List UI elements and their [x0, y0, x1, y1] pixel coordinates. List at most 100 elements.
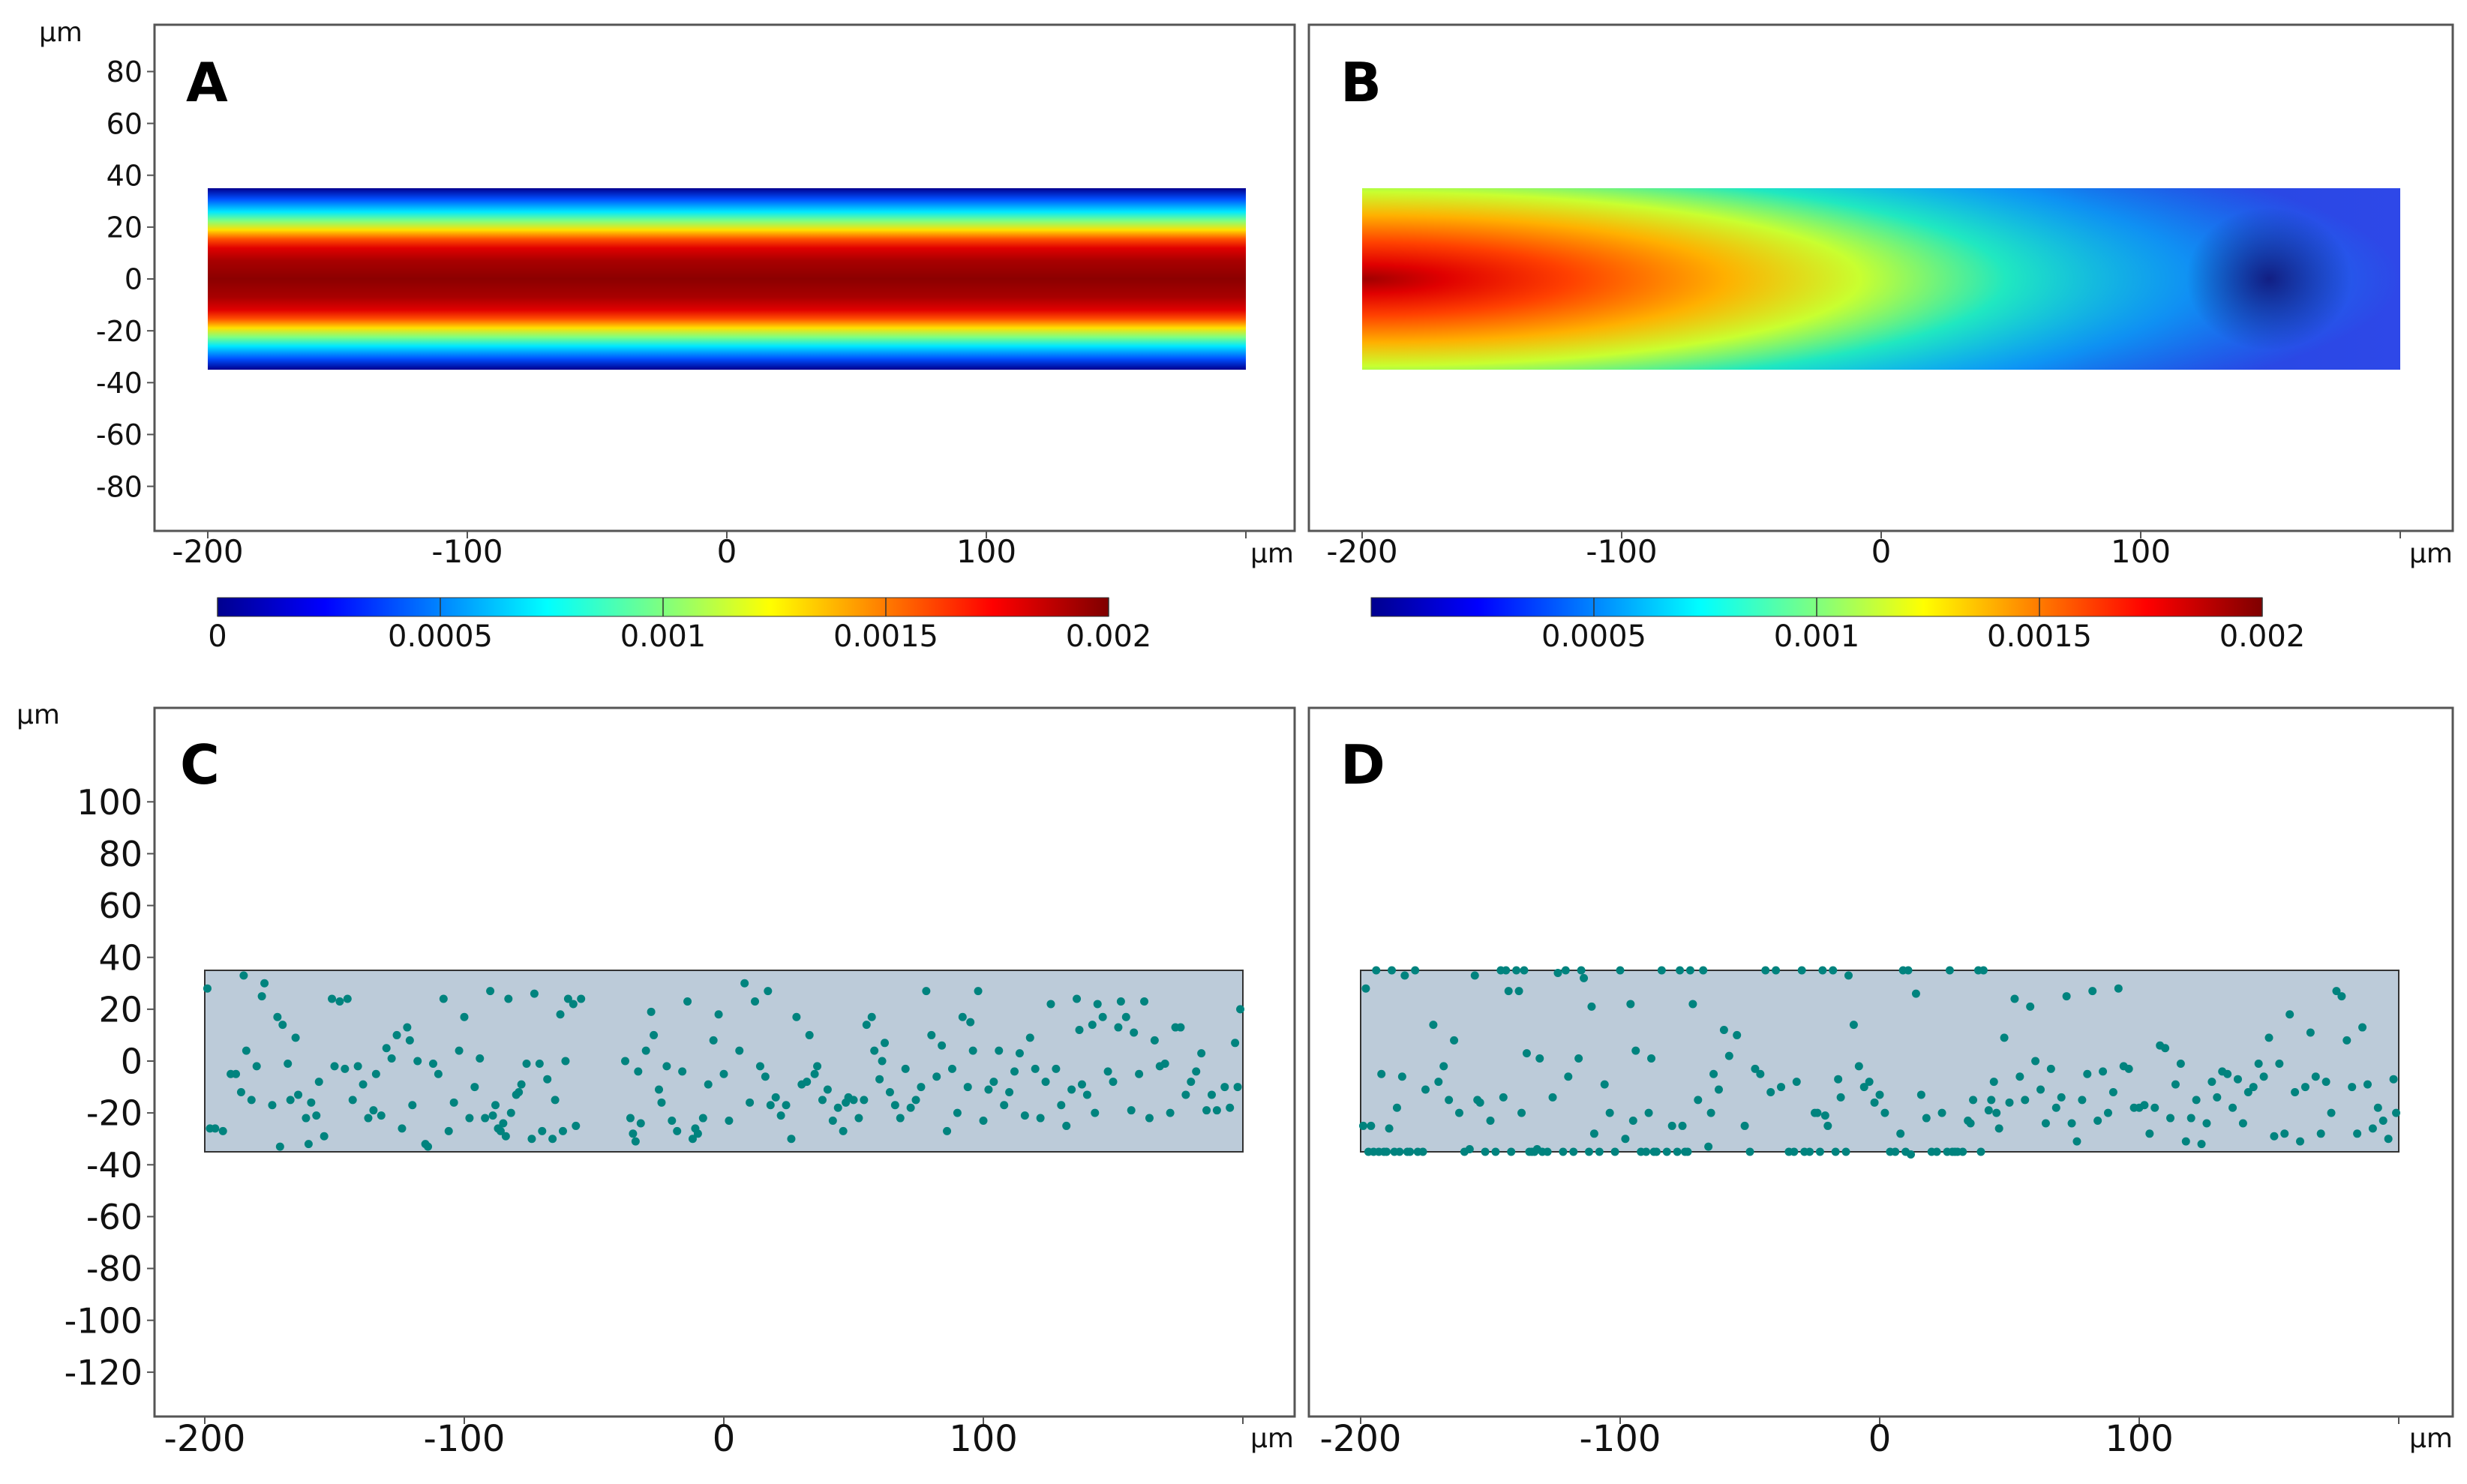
x-tick-label: -200 — [1320, 1418, 1402, 1460]
y-tick-label: -80 — [96, 470, 143, 503]
particle-point — [896, 1114, 905, 1123]
particle-point — [1891, 1147, 1900, 1156]
particle-point — [911, 1096, 920, 1105]
particle-point — [2000, 1033, 2009, 1042]
y-tick-label: 80 — [98, 834, 143, 874]
particle-point — [218, 1126, 227, 1135]
particle-point — [439, 994, 448, 1003]
particle-point — [1969, 1096, 1978, 1105]
x-tick-label: -200 — [1326, 533, 1397, 570]
particle-point — [963, 1083, 972, 1092]
panel-b-colorbar-ticks: 0.0005 0.001 0.0015 0.002 — [1541, 598, 2305, 654]
particle-point — [1166, 1108, 1175, 1117]
particle-point — [621, 1057, 630, 1066]
particle-point — [278, 1021, 287, 1030]
panel-d-channel — [1360, 970, 2399, 1153]
particle-point — [455, 1046, 464, 1055]
particle-point — [1564, 1072, 1573, 1081]
particle-point — [1236, 1005, 1245, 1014]
particle-point — [968, 1046, 977, 1055]
particle-point — [2046, 1064, 2055, 1073]
y-tick-label: -100 — [65, 1300, 143, 1341]
particle-point — [2306, 1028, 2315, 1037]
particle-point — [2249, 1083, 2258, 1092]
particle-point — [1849, 1021, 1858, 1030]
particle-point — [1406, 1147, 1415, 1156]
panel-d: -200 -100 0 100 µm D — [1307, 706, 2454, 1460]
particle-point — [1382, 1147, 1391, 1156]
particle-point — [382, 1044, 391, 1053]
particle-point — [1553, 968, 1562, 977]
particle-point — [1945, 966, 1954, 975]
particle-point — [260, 979, 269, 988]
y-tick-label: 100 — [77, 782, 143, 823]
particle-point — [1880, 1108, 1889, 1117]
particle-point — [803, 1078, 812, 1087]
particle-point — [1520, 966, 1529, 975]
particle-point — [740, 979, 749, 988]
particle-point — [307, 1098, 316, 1107]
particle-point — [2316, 1129, 2325, 1138]
particle-point — [764, 987, 773, 996]
particle-point — [465, 1114, 474, 1123]
particle-point — [2353, 1129, 2362, 1138]
particle-point — [849, 1096, 858, 1105]
particle-point — [434, 1069, 443, 1078]
x-tick-label: -200 — [172, 533, 243, 570]
particle-point — [1836, 1093, 1845, 1102]
particle-point — [1226, 1103, 1235, 1112]
particle-point — [870, 1046, 879, 1055]
particle-point — [881, 1039, 890, 1048]
particle-point — [2270, 1132, 2279, 1141]
particle-point — [1706, 1108, 1715, 1117]
particle-point — [252, 1062, 261, 1071]
particle-point — [1984, 1106, 1993, 1115]
particle-point — [1150, 1036, 1159, 1045]
panel-a-colorbar-ticks: 0 0.0005 0.001 0.0015 0.002 — [208, 598, 1151, 654]
y-tick-label: 0 — [121, 1042, 143, 1082]
particle-point — [2392, 1108, 2401, 1117]
particle-point — [1385, 1124, 1394, 1133]
particle-point — [2108, 1087, 2117, 1096]
particle-point — [805, 1030, 814, 1039]
particle-point — [371, 1069, 380, 1078]
particle-point — [359, 1080, 368, 1089]
panel-c-x-axis: -200 -100 0 100 — [164, 1417, 1244, 1460]
particle-point — [1522, 1049, 1531, 1058]
particle-point — [704, 1080, 713, 1089]
particle-point — [506, 1108, 515, 1117]
particle-point — [725, 1117, 734, 1126]
particle-point — [932, 1072, 941, 1081]
particle-point — [761, 1072, 770, 1081]
particle-point — [1662, 1147, 1671, 1156]
x-tick-label: 0 — [1871, 533, 1892, 570]
particle-point — [572, 1121, 581, 1130]
particle-point — [1642, 1147, 1651, 1156]
particle-point — [242, 1046, 251, 1055]
particle-point — [2103, 1108, 2112, 1117]
particle-point — [535, 1059, 544, 1068]
particle-point — [2311, 1072, 2320, 1081]
particle-point — [1197, 1049, 1206, 1058]
colorbar-tick-label: 0.001 — [620, 619, 707, 654]
particle-point — [719, 1069, 728, 1078]
particle-point — [2176, 1059, 2185, 1068]
particle-point — [2321, 1078, 2330, 1087]
x-tick-label: 0 — [1868, 1418, 1892, 1460]
particle-point — [1685, 966, 1694, 975]
y-tick-label: -20 — [96, 315, 143, 348]
particle-point — [1400, 971, 1409, 980]
particle-point — [563, 994, 572, 1003]
particle-point — [2072, 1137, 2081, 1146]
panel-d-unit-x: µm — [2409, 1423, 2453, 1454]
particle-point — [1517, 1108, 1526, 1117]
y-tick-label: 60 — [107, 107, 143, 140]
particle-point — [668, 1117, 677, 1126]
panel-b-concentration-field — [1362, 188, 2400, 370]
particle-point — [927, 1030, 936, 1039]
particle-point — [1865, 1078, 1874, 1087]
particle-point — [424, 1142, 433, 1151]
particle-point — [543, 1075, 552, 1084]
particle-point — [1010, 1067, 1019, 1076]
particle-point — [2099, 1067, 2108, 1076]
